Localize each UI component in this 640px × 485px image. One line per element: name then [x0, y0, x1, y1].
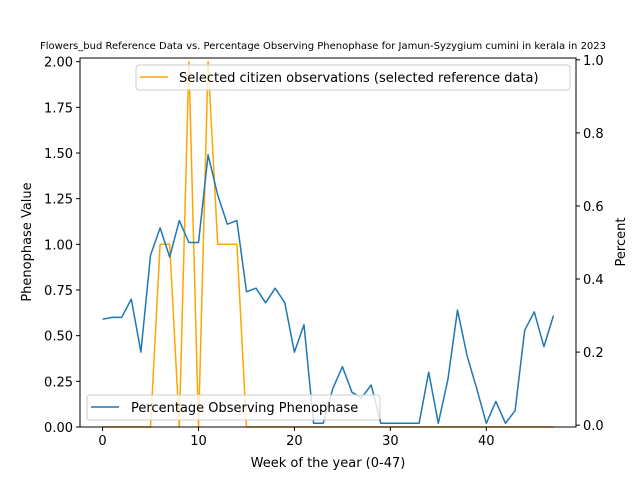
left-y-tick-label: 1.75: [44, 101, 73, 116]
right-y-tick-label: 1.0: [583, 54, 604, 69]
left-y-axis-label: Phenophase Value: [20, 182, 35, 301]
left-y-tick-label: 2.00: [44, 56, 73, 71]
legend-upper: Selected citizen observations (selected …: [136, 65, 570, 90]
x-tick-label: 20: [286, 434, 303, 449]
legend-label-citizen: Selected citizen observations (selected …: [179, 71, 539, 86]
x-tick-label: 40: [478, 434, 495, 449]
x-tick-label: 0: [98, 434, 106, 449]
left-y-tick-label: 1.25: [44, 193, 73, 208]
x-axis-label: Week of the year (0-47): [251, 456, 406, 471]
left-y-tick-label: 1.00: [44, 238, 73, 253]
legend-label-percentage: Percentage Observing Phenophase: [131, 401, 358, 416]
chart-title: Flowers_bud Reference Data vs. Percentag…: [40, 41, 606, 52]
left-y-tick-label: 0.50: [44, 330, 73, 345]
left-y-tick-label: 0.75: [44, 284, 73, 299]
legend-lower: Percentage Observing Phenophase: [87, 395, 380, 420]
right-y-tick-label: 0.8: [583, 127, 604, 142]
x-tick-label: 30: [382, 434, 399, 449]
right-y-tick-label: 0.6: [583, 200, 604, 215]
left-y-tick-label: 0.25: [44, 375, 73, 390]
x-tick-label: 10: [190, 434, 207, 449]
left-y-tick-label: 1.50: [44, 147, 73, 162]
left-y-tick-label: 0.00: [44, 421, 73, 436]
right-y-tick-label: 0.4: [583, 273, 604, 288]
right-y-axis-label: Percent: [614, 218, 629, 267]
right-y-tick-label: 0.0: [583, 419, 604, 434]
right-y-tick-label: 0.2: [583, 346, 604, 361]
